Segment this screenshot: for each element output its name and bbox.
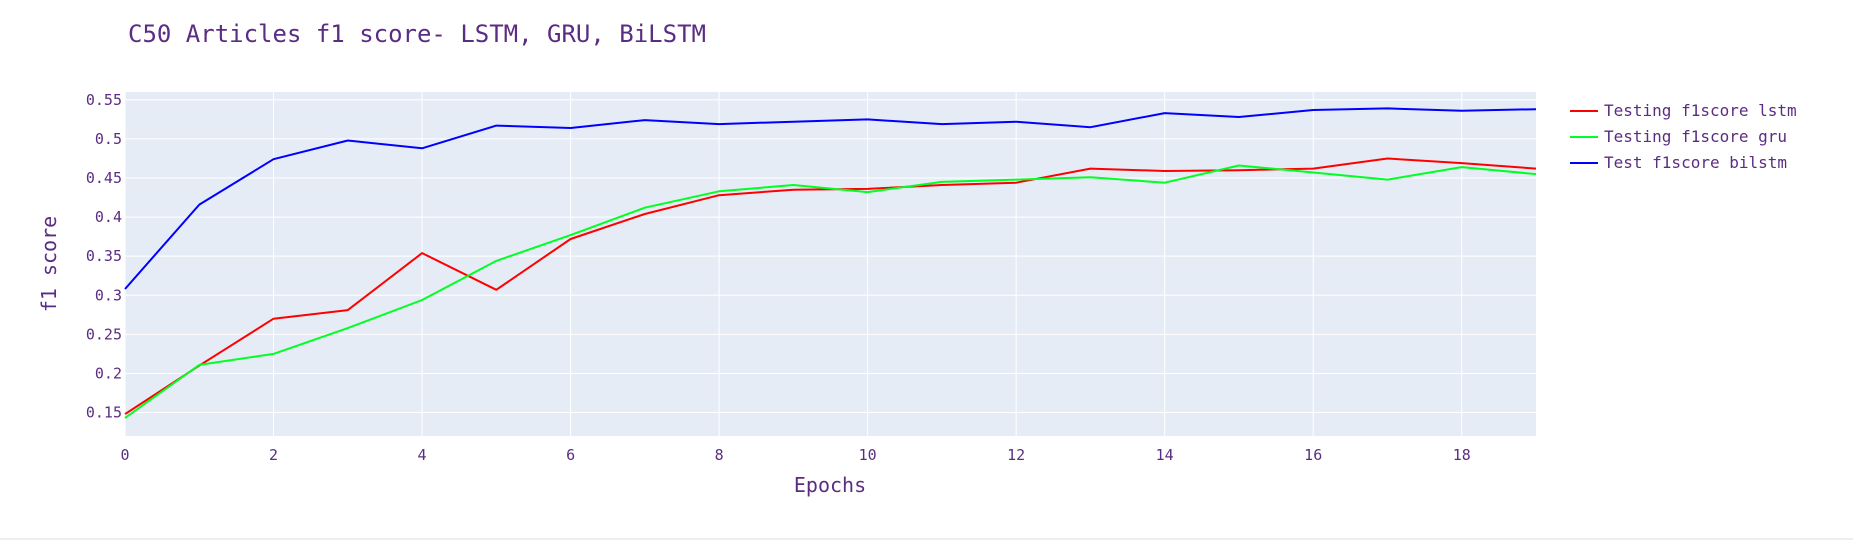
legend-entry-label: Testing f1score gru xyxy=(1604,127,1787,146)
x-tick-label: 0 xyxy=(120,446,129,464)
x-tick-label: 10 xyxy=(859,446,877,464)
x-tick-label: 18 xyxy=(1453,446,1471,464)
x-tick-label: 4 xyxy=(418,446,427,464)
y-tick-label: 0.45 xyxy=(86,169,122,187)
x-tick-label: 2 xyxy=(269,446,278,464)
series-lines xyxy=(124,107,1537,419)
y-axis-title: f1 score xyxy=(37,216,61,312)
plot-area xyxy=(125,92,1536,436)
y-axis-ticks: 0.15 0.2 0.25 0.3 0.35 0.4 0.45 0.5 0.55 xyxy=(86,91,122,422)
x-axis-title: Epochs xyxy=(794,473,866,497)
x-axis-ticks: 0 2 4 6 8 10 12 14 16 18 xyxy=(120,446,1470,464)
y-tick-label: 0.35 xyxy=(86,247,122,265)
chart-title: C50 Articles f1 score- LSTM, GRU, BiLSTM xyxy=(128,20,706,48)
x-tick-label: 12 xyxy=(1007,446,1025,464)
x-tick-label: 8 xyxy=(715,446,724,464)
y-tick-label: 0.3 xyxy=(95,286,122,304)
legend-entry-label: Testing f1score lstm xyxy=(1604,101,1797,120)
gridlines xyxy=(124,92,1536,436)
x-tick-label: 6 xyxy=(566,446,575,464)
y-tick-label: 0.25 xyxy=(86,325,122,343)
y-tick-label: 0.2 xyxy=(95,364,122,382)
series-line-2 xyxy=(124,164,1537,419)
x-tick-label: 16 xyxy=(1304,446,1322,464)
y-tick-label: 0.5 xyxy=(95,130,122,148)
x-tick-label: 14 xyxy=(1156,446,1174,464)
legend-entry-label: Test f1score bilstm xyxy=(1604,153,1787,172)
legend: Testing f1score lstm Testing f1score gru T… xyxy=(1570,101,1797,172)
y-tick-label: 0.15 xyxy=(86,404,122,422)
series-line-3 xyxy=(124,107,1537,290)
y-tick-label: 0.55 xyxy=(86,91,122,109)
y-tick-label: 0.4 xyxy=(95,208,122,226)
